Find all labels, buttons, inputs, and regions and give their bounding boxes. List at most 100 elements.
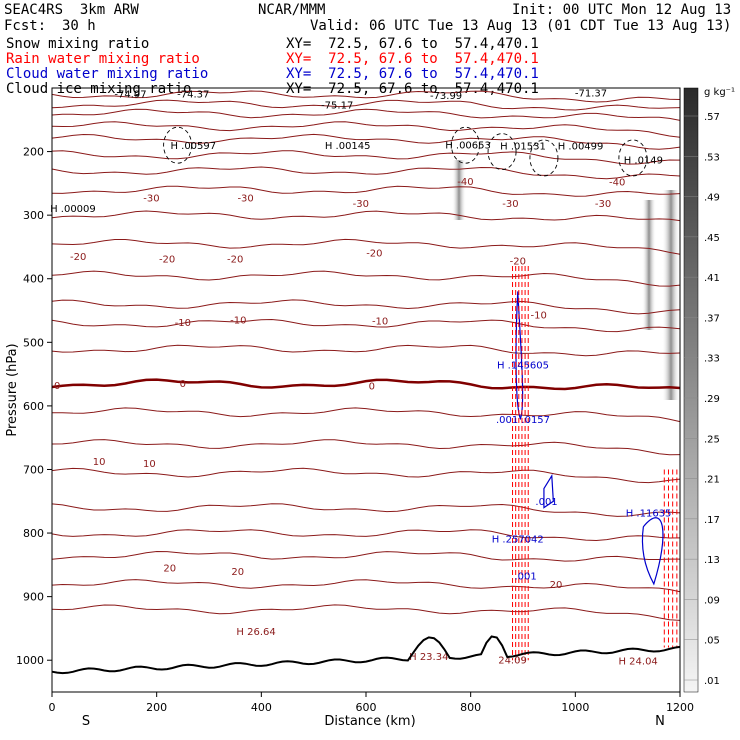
colorbar-label: .13: [704, 555, 720, 566]
temperature-contour-label: -30: [353, 199, 369, 210]
colorbar-label: .49: [704, 193, 720, 204]
contour-annotation: -71.37: [575, 88, 607, 99]
field-cloudice-name: Cloud ice mixing ratio: [6, 81, 192, 97]
x-axis-ticks: 0 200 400 600 800 1000 1200: [49, 692, 694, 714]
colorbar-label: .29: [704, 394, 720, 405]
colorbar-label: .37: [704, 313, 720, 324]
field-cloudwater-xy: XY= 72.5, 67.6 to 57.4,470.1: [286, 66, 539, 82]
y-tick-label: 700: [23, 463, 44, 476]
temperature-contour-label: 0: [369, 382, 375, 393]
cloud-water-contour: [515, 291, 524, 421]
contour-annotation: -75.17: [321, 100, 353, 111]
temperature-contour-label: 0: [180, 379, 186, 390]
temperature-contour-label: -10: [175, 318, 191, 329]
contour-annotation: 24.09: [498, 655, 527, 666]
cloud-ice-contour: [163, 126, 193, 164]
temperature-contour-label: -10: [230, 315, 246, 326]
temperature-contour-line: [51, 318, 681, 333]
colorbar-label: .33: [704, 354, 720, 365]
contour-annotation: H 23.34: [409, 652, 448, 663]
y-tick-label: 500: [23, 336, 44, 349]
init-time: Init: 00 UTC Mon 12 Aug 13: [512, 2, 732, 18]
cloud-ice-contour: [450, 126, 480, 164]
temperature-contour-line: [51, 133, 681, 150]
temperature-contour-label: -30: [237, 193, 253, 204]
temperature-contour-line: [51, 166, 681, 180]
colorbar-label: .45: [704, 233, 720, 244]
colorbar-label: .05: [704, 636, 720, 647]
mixing-ratio-shading: [452, 160, 680, 400]
temperature-contour-label: -20: [366, 249, 382, 260]
temperature-contour-line: [51, 529, 681, 542]
cloud-contours: [163, 126, 664, 586]
temperature-contour-line: [51, 503, 681, 517]
contour-annotation: -73.99: [430, 91, 462, 102]
field-cloudwater-name: Cloud water mixing ratio: [6, 66, 209, 82]
temperature-contour-label: -10: [372, 317, 388, 328]
temperature-contour-line: [52, 407, 681, 423]
colorbar-label: .25: [704, 434, 720, 445]
contour-labels: -30 -30 -30 -30 -30 -20 -20 -20 -20 -20 -10 -10 -10 -…: [50, 88, 671, 667]
temperature-contour-label: -30: [143, 193, 159, 204]
temperature-contour-line: [51, 210, 681, 222]
temperature-contour-line: [51, 378, 681, 391]
field-snow-xy: XY= 72.5, 67.6 to 57.4,470.1: [286, 36, 539, 52]
colorbar: g kg⁻¹ .01 .05 .09 .13 .17 .21 .25 .29 .33 .37 .41…: [683, 87, 735, 693]
temperature-contour-line: [51, 604, 681, 621]
y-axis-ticks: 200 300 400 500 600 700 800 900 1000: [16, 146, 52, 667]
temperature-contour-line: [51, 344, 681, 357]
temperature-contour-label: -30: [502, 199, 518, 210]
colorbar-label: .21: [704, 475, 720, 486]
x-tick-label: 0: [49, 701, 56, 714]
org-title: NCAR/MMM: [258, 2, 326, 18]
temperature-contour-label: 10: [143, 459, 156, 470]
contour-annotation: H .257042: [492, 535, 544, 546]
field-cloudice-xy: XY= 72.5, 67.6 to 57.4,470.1: [286, 81, 539, 97]
contour-annotation: .001: [535, 497, 557, 508]
plot-frame: [51, 87, 681, 693]
forecast-label: Fcst:: [4, 18, 47, 34]
contour-annotation: H 26.64: [236, 627, 275, 638]
temperature-contour-line: [51, 270, 681, 287]
cloud-water-contour: [543, 473, 554, 509]
x-tick-label: 1200: [666, 701, 694, 714]
shade-band: [642, 200, 656, 330]
cloud-ice-contour: [529, 139, 559, 177]
temperature-contour-line: [51, 185, 681, 197]
temperature-contour-line: [51, 108, 681, 121]
field-rain-xy: XY= 72.5, 67.6 to 57.4,470.1: [286, 51, 539, 67]
x-tick-label: 200: [146, 701, 167, 714]
cloud-water-contour: [641, 517, 664, 586]
cloud-ice-contour: [487, 133, 517, 171]
temperature-contour-label: -30: [595, 199, 611, 210]
field-snow-name: Snow mixing ratio: [6, 36, 150, 52]
valid-time: Valid: 06 UTC Tue 13 Aug 13 (01 CDT Tue …: [310, 18, 732, 34]
contour-annotation: -74.97: [114, 90, 146, 101]
contour-annotation: -74.37: [177, 90, 209, 101]
y-tick-label: 400: [23, 273, 44, 286]
temperature-contour-label: 20: [231, 567, 244, 578]
x-tick-label: 800: [460, 701, 481, 714]
contour-annotation: H .11635: [626, 509, 672, 520]
y-tick-label: 200: [23, 146, 44, 159]
temperature-contour-line: [51, 579, 681, 593]
y-tick-label: 1000: [16, 654, 44, 667]
colorbar-label: .09: [704, 595, 720, 606]
temperature-contour-label: -10: [531, 310, 547, 321]
contour-annotation: H .00499: [558, 142, 604, 153]
y-tick-label: 300: [23, 209, 44, 222]
contour-annotation: H .00009: [50, 204, 96, 215]
contour-annotation: H .00597: [170, 141, 216, 152]
contour-annotation: H 24.04: [618, 657, 657, 668]
contour-annotation: H .00653: [445, 140, 491, 151]
temperature-contour-line: [51, 90, 681, 103]
temperature-contour-line: [51, 150, 681, 165]
y-tick-label: 900: [23, 591, 44, 604]
temperature-contour-label: -20: [159, 254, 175, 265]
field-rain-name: Rain water mixing ratio: [6, 51, 200, 67]
colorbar-ramp: [683, 87, 699, 693]
colorbar-label: .53: [704, 152, 720, 163]
temperature-contour-line: [51, 121, 681, 138]
x-axis-label: Distance (km): [324, 714, 415, 729]
